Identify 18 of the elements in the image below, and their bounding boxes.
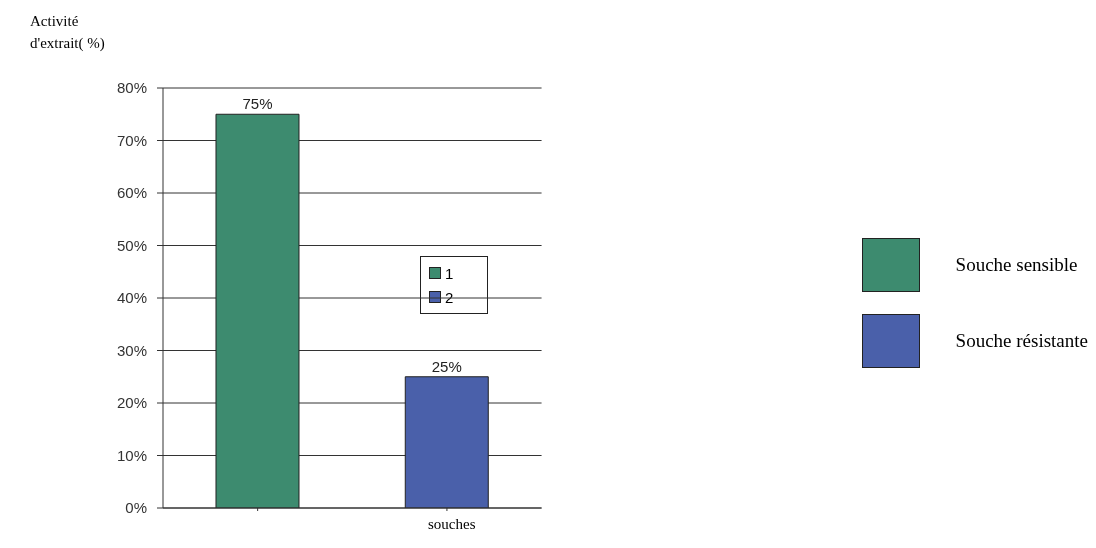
text: Souche résistante: [955, 330, 1088, 352]
y-tick-label: 40%: [116, 289, 147, 307]
y-tick-label: 10%: [116, 446, 147, 464]
x-axis-title: souches: [428, 516, 476, 533]
annotation: 2: [445, 288, 454, 306]
y-tick-label: 80%: [116, 79, 147, 97]
y-tick-label: 60%: [116, 184, 147, 202]
legend-box: 1 2: [420, 256, 488, 314]
text: Souche sensible: [955, 254, 1078, 276]
data-label: 75%: [242, 95, 273, 113]
y-tick-label: 50%: [116, 236, 147, 254]
annotation: 1: [445, 264, 454, 282]
y-tick-label: 70%: [116, 131, 147, 149]
y-axis-title: Activité d'extrait( %): [30, 12, 106, 53]
y-tick-label: 0%: [125, 499, 147, 517]
data-label: 25%: [431, 357, 462, 375]
y-tick-label: 30%: [116, 341, 147, 359]
y-tick-label: 20%: [116, 394, 147, 412]
